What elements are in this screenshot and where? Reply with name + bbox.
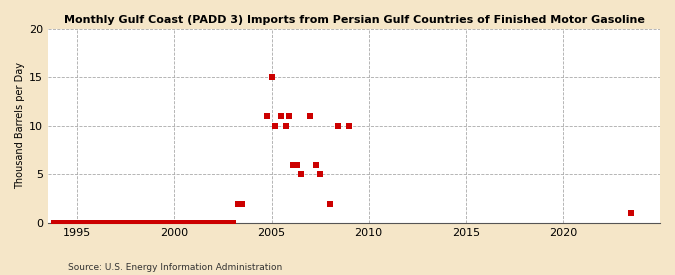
Title: Monthly Gulf Coast (PADD 3) Imports from Persian Gulf Countries of Finished Moto: Monthly Gulf Coast (PADD 3) Imports from… xyxy=(63,15,645,25)
Point xyxy=(181,221,192,225)
Point xyxy=(177,221,188,225)
Point xyxy=(142,221,153,225)
Point xyxy=(325,202,335,206)
Point xyxy=(115,221,126,225)
Point xyxy=(138,221,148,225)
Text: Source: U.S. Energy Information Administration: Source: U.S. Energy Information Administ… xyxy=(68,263,281,272)
Point xyxy=(60,221,71,225)
Point xyxy=(111,221,122,225)
Point xyxy=(64,221,75,225)
Point xyxy=(130,221,141,225)
Point xyxy=(219,221,230,225)
Point xyxy=(80,221,90,225)
Point xyxy=(188,221,199,225)
Point xyxy=(88,221,99,225)
Point xyxy=(315,172,325,177)
Point xyxy=(305,114,316,118)
Point xyxy=(49,221,59,225)
Point xyxy=(196,221,207,225)
Point xyxy=(56,221,67,225)
Point xyxy=(161,221,172,225)
Point xyxy=(91,221,102,225)
Point xyxy=(146,221,157,225)
Point xyxy=(200,221,211,225)
Point xyxy=(215,221,226,225)
Point xyxy=(237,202,248,206)
Point xyxy=(232,202,243,206)
Point xyxy=(295,172,306,177)
Point xyxy=(153,221,164,225)
Point xyxy=(266,75,277,79)
Point xyxy=(208,221,219,225)
Point xyxy=(72,221,83,225)
Point xyxy=(169,221,180,225)
Point xyxy=(192,221,203,225)
Point xyxy=(227,221,238,225)
Point xyxy=(84,221,95,225)
Point xyxy=(223,221,234,225)
Point xyxy=(270,124,281,128)
Point xyxy=(310,163,321,167)
Point xyxy=(157,221,168,225)
Point xyxy=(126,221,137,225)
Point xyxy=(173,221,184,225)
Point xyxy=(344,124,354,128)
Point xyxy=(68,221,79,225)
Point xyxy=(53,221,63,225)
Point xyxy=(626,211,637,216)
Point xyxy=(281,124,292,128)
Point xyxy=(204,221,215,225)
Point xyxy=(212,221,223,225)
Point xyxy=(107,221,117,225)
Point xyxy=(103,221,114,225)
Point xyxy=(99,221,110,225)
Point xyxy=(134,221,145,225)
Point xyxy=(119,221,130,225)
Point xyxy=(284,114,294,118)
Point xyxy=(95,221,106,225)
Point xyxy=(288,163,298,167)
Y-axis label: Thousand Barrels per Day: Thousand Barrels per Day xyxy=(15,62,25,189)
Point xyxy=(332,124,343,128)
Point xyxy=(165,221,176,225)
Point xyxy=(261,114,272,118)
Point xyxy=(292,163,302,167)
Point xyxy=(150,221,161,225)
Point xyxy=(122,221,133,225)
Point xyxy=(276,114,287,118)
Point xyxy=(76,221,86,225)
Point xyxy=(184,221,195,225)
